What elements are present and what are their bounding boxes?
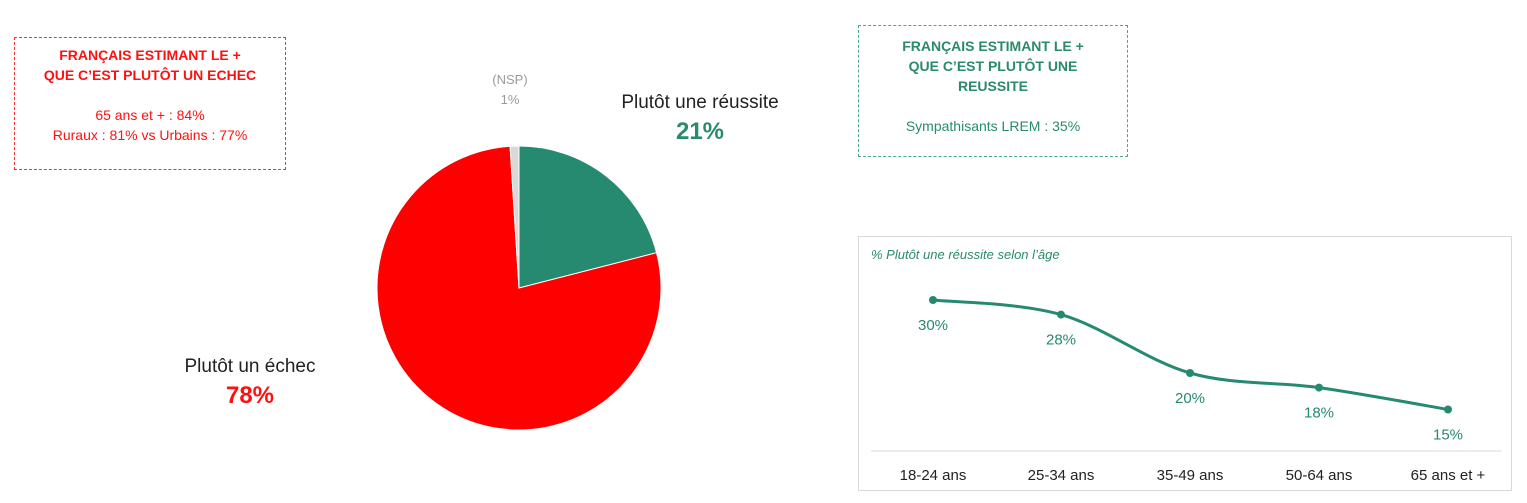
age-line-chart-panel: % Plutôt une réussite selon l’âge 30% 18-…	[858, 236, 1512, 491]
line-data-label: 15%	[1433, 427, 1463, 444]
line-point	[1315, 383, 1323, 392]
pie-label-echec-name: Plutôt un échec	[184, 356, 316, 377]
echec-callout-title-1: FRANÇAIS ESTIMANT LE +	[59, 47, 241, 63]
line-data-label: 28%	[1046, 332, 1076, 349]
pie-label-reussite: Plutôt une réussite 21%	[585, 92, 815, 146]
line-data-label: 18%	[1304, 405, 1334, 422]
x-tick-label: 25-34 ans	[1028, 467, 1095, 484]
pie-label-reussite-value: 21%	[675, 118, 725, 145]
pie-label-reussite-name: Plutôt une réussite	[621, 92, 779, 113]
line-data-label: 30%	[918, 317, 948, 334]
echec-callout-stat-age: 65 ans et + : 84%	[95, 107, 205, 123]
pie-chart	[376, 145, 662, 431]
x-tick-label: 18-24 ans	[900, 467, 967, 484]
pie-slice-nsp	[509, 145, 520, 289]
echec-callout-stat-area: Ruraux : 81% vs Urbains : 77%	[52, 127, 248, 143]
line-data-label: 20%	[1175, 390, 1205, 407]
pie-label-nsp-value: 1%	[500, 92, 520, 107]
reussite-callout-box: FRANÇAIS ESTIMANT LE + QUE C’EST PLUTÔT …	[858, 25, 1128, 157]
line-point	[1186, 369, 1194, 377]
age-line-chart: 30% 18-24 ans 28% 25-34 ans 20% 35-49 ans 18% 5…	[871, 296, 1501, 484]
pie-label-nsp-name: (NSP)	[492, 72, 528, 87]
reussite-callout-title-1: FRANÇAIS ESTIMANT LE +	[902, 38, 1084, 54]
line-point	[929, 296, 937, 304]
x-tick-label: 65 ans et +	[1411, 467, 1486, 484]
line-chart-title: % Plutôt une réussite selon l’âge	[871, 247, 1060, 262]
line-point	[1444, 405, 1452, 414]
pie-label-echec-value: 78%	[225, 382, 275, 409]
pie-label-nsp: (NSP) 1%	[470, 70, 550, 110]
x-tick-label: 35-49 ans	[1157, 467, 1224, 484]
echec-callout-title-2: QUE C’EST PLUTÔT UN ECHEC	[43, 67, 257, 83]
echec-callout-box: FRANÇAIS ESTIMANT LE + QUE C’EST PLUTÔT …	[14, 37, 286, 170]
pie-slice-echec	[376, 145, 662, 431]
x-tick-label: 50-64 ans	[1286, 467, 1353, 484]
reussite-callout-stat-lrem: Sympathisants LREM : 35%	[905, 118, 1081, 134]
reussite-callout-title-3: REUSSITE	[957, 78, 1028, 94]
reussite-callout-title-2: QUE C’EST PLUTÔT UNE	[908, 58, 1078, 74]
line-point	[1057, 310, 1065, 319]
pie-label-echec: Plutôt un échec 78%	[140, 356, 360, 410]
pie-slice-reussite	[518, 145, 658, 289]
